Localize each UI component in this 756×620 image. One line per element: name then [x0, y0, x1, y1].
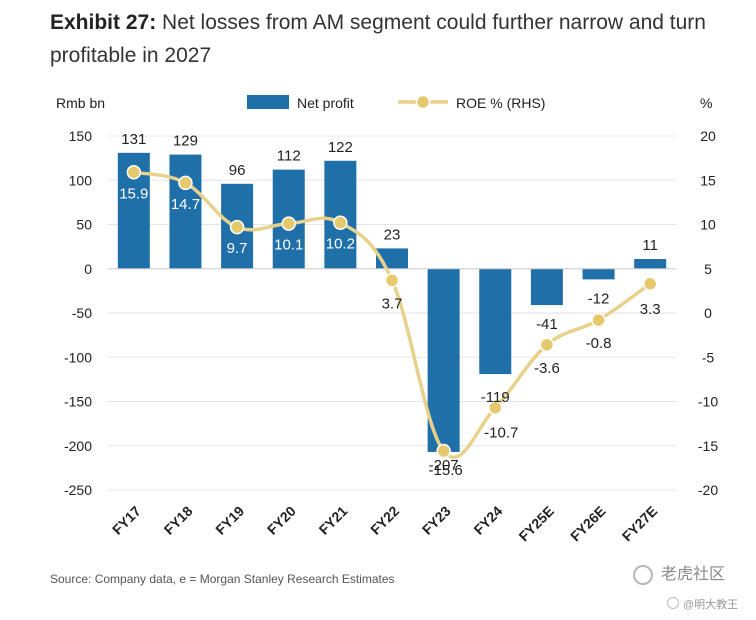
bar-value-label: 122: [328, 139, 353, 156]
line-series: [126, 165, 658, 459]
x-tick-label: FY22: [367, 503, 402, 538]
y-tick-label: -250: [64, 482, 92, 498]
x-tick-label: FY26E: [567, 503, 609, 545]
y2-tick-label: 15: [700, 172, 716, 188]
source-note: Source: Company data, e = Morgan Stanley…: [50, 572, 395, 586]
y-tick-label: -100: [64, 349, 92, 365]
bar-fy26e: [582, 268, 615, 280]
roe-value-label: 14.7: [171, 196, 200, 213]
y2-tick-label: -5: [702, 349, 715, 365]
y2-tick-label: 5: [704, 261, 712, 277]
bar-fy24: [479, 268, 512, 375]
roe-point-fy22: [384, 273, 400, 288]
y-tick-label: 150: [69, 128, 93, 144]
bar-value-label: 96: [229, 162, 246, 179]
bar-value-label: 129: [173, 133, 198, 150]
roe-point-fy20: [281, 216, 296, 231]
x-tick-label: FY24: [470, 503, 505, 538]
roe-value-label: 9.7: [227, 240, 248, 257]
legend-bar-swatch: [247, 95, 289, 109]
x-tick-label: FY18: [161, 503, 196, 538]
bar-value-label: 23: [384, 226, 401, 243]
exhibit-label: Exhibit 27:: [50, 11, 157, 34]
watermark-small-icon: [667, 597, 679, 609]
roe-value-label: -3.6: [534, 360, 560, 377]
roe-value-label: 10.1: [274, 237, 303, 254]
watermark-sub: @明大教王: [683, 599, 739, 611]
watermark: 老虎社区: [633, 560, 725, 584]
roe-point-fy18: [178, 175, 193, 191]
y2-tick-label: 0: [704, 305, 712, 321]
legend: Net profit ROE % (RHS): [247, 94, 545, 111]
bar-value-label: 11: [642, 237, 658, 254]
bar-fy23: [427, 268, 460, 452]
x-tick-label: FY27E: [619, 503, 661, 545]
roe-point-fy26e: [591, 312, 606, 328]
x-tick-label: FY20: [264, 503, 299, 538]
y-tick-label: -50: [72, 305, 92, 321]
data-labels: 131 129 96 112 122 23 -207 -119 -41 -12 11 15.9 14.7…: [119, 131, 660, 479]
exhibit-text: Net losses from AM segment could further…: [50, 11, 706, 67]
chart-title: Exhibit 27: Net losses from AM segment c…: [50, 6, 750, 72]
y2-axis-title: %: [700, 95, 712, 111]
y-tick-label: -150: [64, 394, 92, 410]
roe-value-label: -0.8: [586, 335, 612, 352]
roe-value-label: -15.6: [429, 462, 463, 479]
bar-fy21: [324, 160, 357, 269]
bar-value-label: -119: [481, 389, 510, 406]
y2-tick-label: -20: [698, 482, 718, 498]
bar-value-label: -41: [536, 316, 558, 333]
roe-point-fy23: [436, 443, 451, 459]
x-tick-label: FY21: [316, 503, 351, 538]
legend-line-marker: [415, 94, 431, 110]
y-axis-title: Rmb bn: [56, 95, 105, 111]
bar-value-label: -12: [588, 290, 610, 307]
roe-value-label: 10.2: [326, 236, 355, 253]
y2-tick-label: -10: [698, 394, 718, 410]
legend-line-label: ROE % (RHS): [456, 95, 545, 111]
grid-lines: [108, 135, 676, 491]
y-tick-label: 50: [76, 217, 92, 233]
roe-value-label: -10.7: [484, 425, 518, 442]
x-tick-label: FY23: [419, 503, 454, 538]
y2-tick-label: 20: [700, 128, 716, 144]
y2-tick-label: -15: [698, 438, 718, 454]
roe-point-fy17: [126, 165, 142, 180]
roe-point-fy21: [333, 215, 348, 230]
bar-fy25e: [530, 268, 563, 306]
roe-point-fy27e: [642, 276, 658, 292]
roe-point-fy24: [488, 400, 503, 415]
x-tick-label: FY25E: [515, 503, 557, 545]
y-tick-label: -200: [64, 438, 92, 454]
roe-value-label: 3.7: [382, 295, 403, 312]
roe-point-fy19: [229, 219, 245, 235]
watermark-text: 老虎社区: [661, 566, 726, 583]
watermark-logo-icon: [633, 565, 653, 585]
x-tick-label: FY19: [212, 503, 247, 538]
roe-value-label: 15.9: [119, 185, 148, 202]
x-tick-label: FY17: [109, 503, 144, 538]
roe-point-fy25e: [539, 337, 555, 353]
axes: 150100500-50-100-150-200-25020151050-5-1…: [56, 95, 718, 544]
bar-fy18: [169, 154, 202, 269]
roe-value-label: 3.3: [640, 301, 661, 318]
legend-bar-label: Net profit: [297, 95, 354, 111]
roe-line: [133, 170, 652, 459]
y2-tick-label: 10: [700, 217, 716, 233]
bar-value-label: 131: [121, 131, 146, 148]
bar-fy27e: [634, 259, 667, 269]
bar-value-label: 112: [277, 148, 301, 165]
y-tick-label: 100: [69, 172, 93, 188]
y-tick-label: 0: [84, 261, 92, 277]
bar-value-label: -207: [429, 457, 459, 474]
